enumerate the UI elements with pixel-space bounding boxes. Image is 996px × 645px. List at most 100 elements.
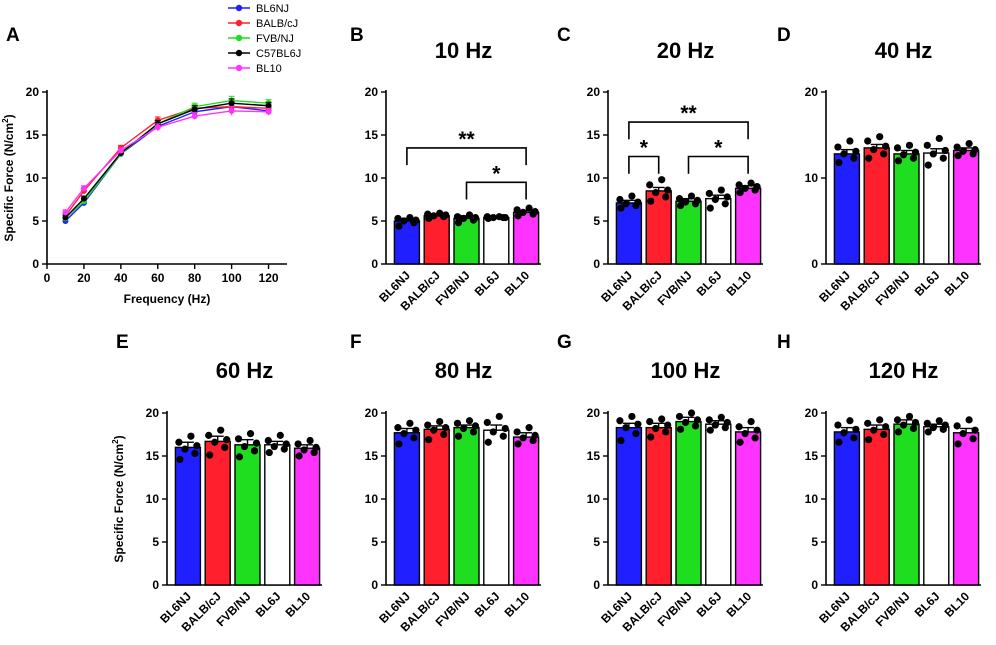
data-point	[664, 421, 672, 429]
data-point	[747, 179, 755, 187]
data-point	[454, 219, 463, 227]
data-point	[899, 151, 908, 159]
significance-bracket	[628, 155, 660, 174]
data-point	[622, 424, 630, 432]
data-point	[893, 416, 902, 424]
data-point	[664, 186, 672, 194]
panel-title: 60 Hz	[216, 358, 273, 383]
data-point	[471, 422, 480, 430]
bar	[615, 426, 643, 586]
bar	[675, 200, 702, 265]
data-point	[495, 412, 503, 421]
data-point	[705, 189, 713, 198]
data-point	[270, 442, 278, 451]
data-point	[846, 417, 854, 425]
data-point	[965, 140, 973, 148]
data-point	[693, 416, 702, 424]
data-point	[406, 419, 414, 427]
data-point	[735, 423, 743, 431]
panel-label: F	[350, 332, 362, 353]
data-point	[282, 440, 290, 448]
y-tick-label: 0	[811, 257, 818, 271]
data-point	[954, 440, 962, 448]
data-point	[941, 421, 949, 429]
panel-title: 80 Hz	[435, 358, 492, 383]
y-tick-label: 10	[587, 171, 601, 185]
x-tick-label: 120	[259, 271, 279, 285]
data-point	[905, 412, 914, 421]
data-point	[953, 143, 961, 151]
significance-bracket	[687, 155, 749, 174]
data-point	[181, 445, 189, 453]
significance-bracket	[628, 121, 749, 140]
data-point	[658, 176, 666, 184]
data-point	[265, 448, 273, 457]
panel-title: 100 Hz	[651, 358, 721, 383]
data-point	[941, 146, 949, 155]
data-point	[412, 426, 420, 434]
data-point	[899, 421, 908, 429]
data-point	[617, 204, 625, 212]
significance-label: *	[492, 162, 501, 185]
data-point	[662, 193, 670, 201]
data-point	[691, 422, 700, 430]
legend-label: C57BL6J	[256, 48, 301, 60]
data-point	[240, 442, 249, 451]
data-point	[894, 428, 903, 436]
data-point	[753, 426, 761, 434]
series-line	[64, 102, 269, 219]
panel-label: C	[557, 25, 571, 46]
category-label: BL10	[502, 268, 533, 299]
data-point	[223, 436, 231, 444]
y-tick-label: 20	[587, 85, 601, 99]
data-point	[264, 436, 272, 445]
legend-marker	[235, 64, 243, 72]
data-point	[246, 430, 255, 438]
bar	[893, 153, 920, 265]
data-point	[652, 189, 660, 197]
y-tick-label: 15	[26, 128, 40, 142]
y-tick-label: 20	[365, 85, 379, 99]
data-point	[834, 421, 842, 429]
y-tick-label: 0	[593, 578, 600, 592]
data-point	[711, 421, 719, 429]
data-point	[676, 425, 685, 433]
data-point	[206, 451, 214, 459]
data-point	[747, 418, 755, 426]
data-point	[865, 154, 873, 162]
category-label: BL6J	[912, 268, 943, 299]
bar	[423, 428, 450, 586]
y-axis-title-sup: 2	[1, 118, 10, 123]
data-point	[681, 198, 690, 206]
series-line	[64, 110, 269, 213]
panel-title: 40 Hz	[875, 38, 932, 63]
data-point	[929, 150, 937, 158]
data-point	[971, 426, 979, 434]
data-point	[911, 418, 920, 427]
data-point	[935, 134, 943, 143]
x-tick-label: 0	[44, 271, 51, 285]
data-point	[395, 440, 403, 448]
category-label: BL10	[942, 268, 973, 299]
data-point	[954, 152, 962, 160]
data-point	[876, 416, 884, 424]
data-point	[62, 209, 69, 216]
series-line	[64, 99, 269, 219]
panel-label: H	[777, 332, 791, 353]
bar	[893, 423, 920, 586]
data-point	[870, 146, 878, 154]
legend-label: BL10	[256, 63, 282, 75]
bar	[863, 428, 890, 586]
data-point	[459, 214, 468, 223]
data-point	[436, 418, 444, 426]
data-point	[658, 415, 666, 423]
bar	[734, 431, 762, 586]
data-point	[531, 207, 539, 216]
y-tick-label: 20	[805, 85, 819, 99]
category-label: BL10	[724, 589, 755, 620]
data-point	[705, 416, 713, 424]
data-point	[425, 436, 433, 444]
data-point	[646, 418, 654, 426]
